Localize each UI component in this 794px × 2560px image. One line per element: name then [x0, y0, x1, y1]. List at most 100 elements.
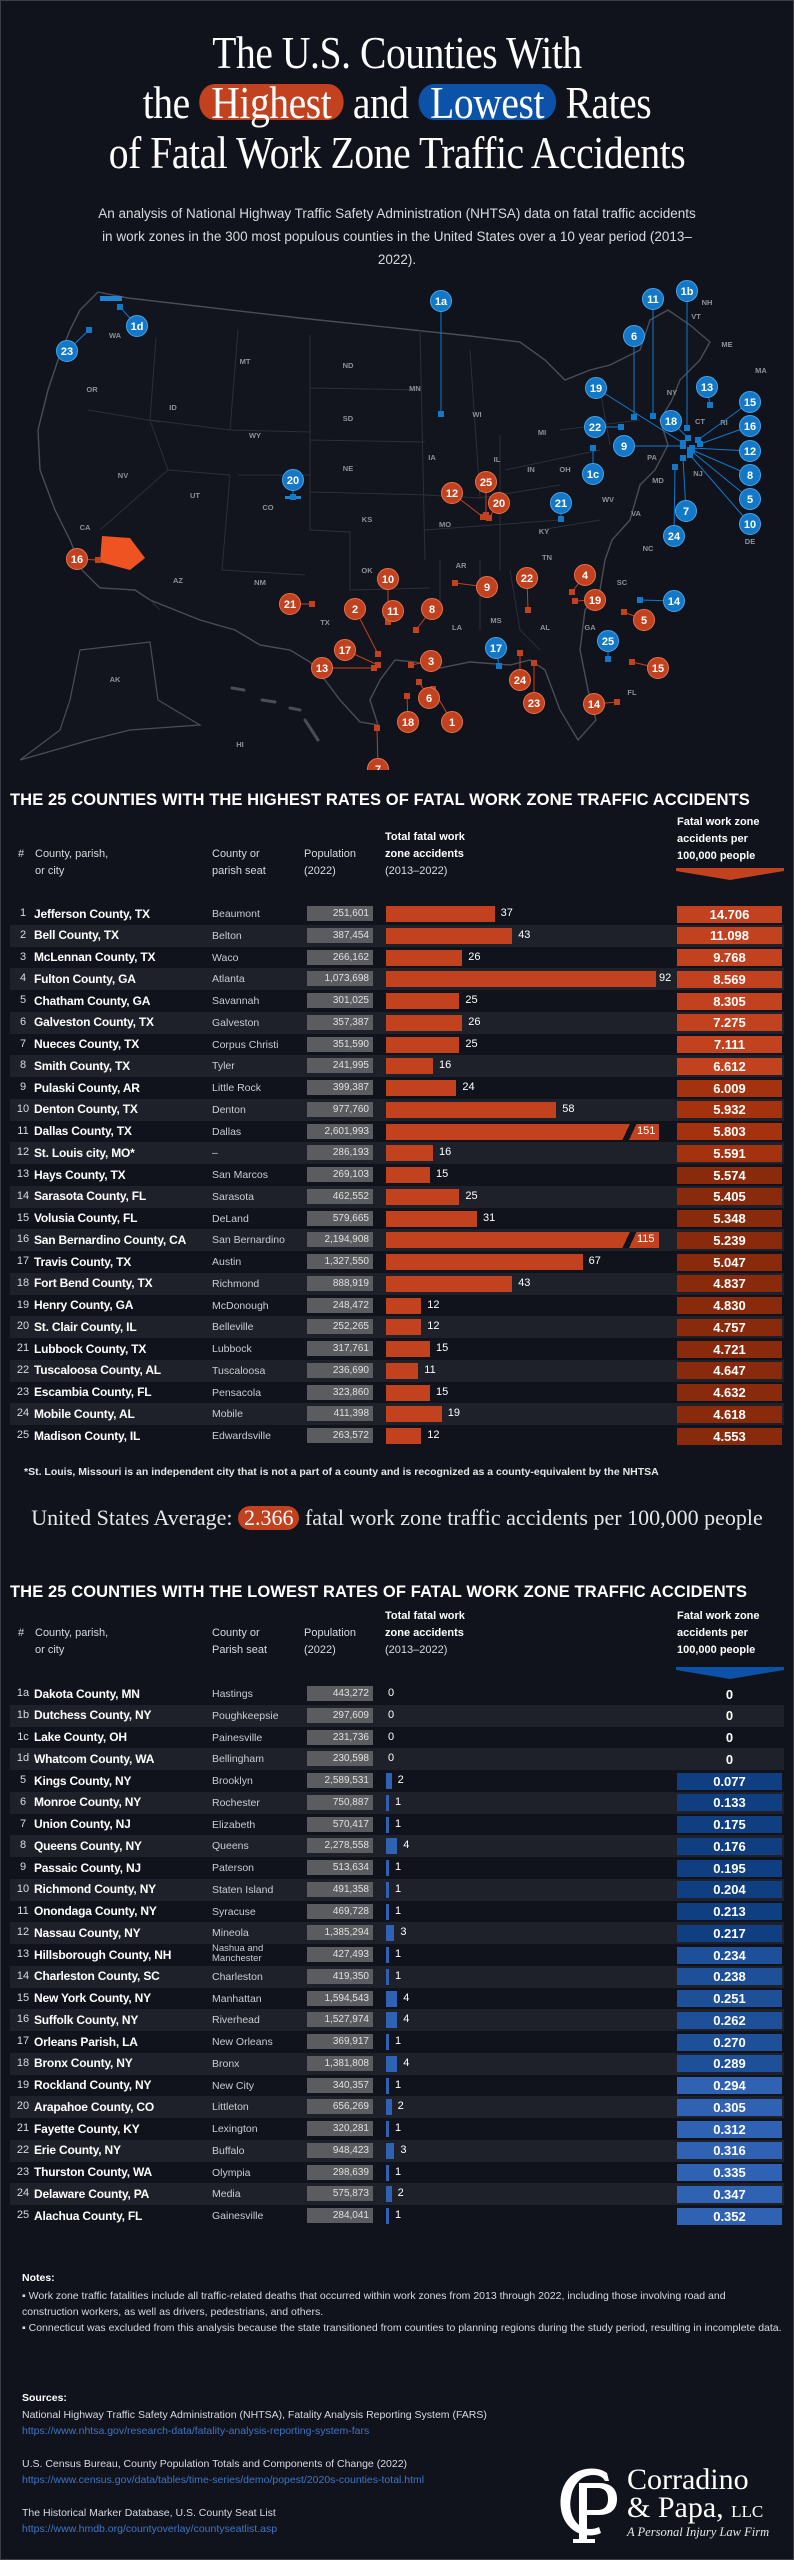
firm-tagline: A Personal Injury Law Firm: [627, 2525, 770, 2539]
firm-name-papa: & Papa,: [627, 2491, 724, 2524]
highest-marker-label: 3: [428, 656, 434, 668]
state-label: ID: [169, 403, 177, 412]
row-rank: 13: [16, 1948, 30, 1960]
row-population: 513,634: [307, 1860, 373, 1875]
note-item: ▪ Work zone traffic fatalities include a…: [22, 2288, 782, 2320]
highest-marker: [523, 692, 545, 714]
table-row: 23 Escambia County, FL Pensacola 323,860 15 4…: [10, 1382, 784, 1404]
table-row: 1d Whatcom County, WA Bellingham 230,598 0 0: [10, 1748, 784, 1770]
row-rate: 5.932: [677, 1101, 782, 1119]
row-seat: Edwardsville: [212, 1430, 271, 1442]
state-label: NV: [118, 471, 128, 480]
row-county: Arapahoe County, CO: [34, 2099, 154, 2114]
row-total-bar: [386, 2121, 389, 2137]
highest-county-shape: [413, 627, 419, 633]
lowest-county-shape: [631, 414, 637, 420]
state-label: CT: [695, 417, 705, 426]
us-average-value: 2.366: [237, 1506, 300, 1530]
row-rank: 4: [19, 972, 27, 985]
row-rate: 5.348: [677, 1210, 782, 1227]
row-population: 286,193: [307, 1145, 373, 1161]
source-link[interactable]: https://www.hmdb.org/countyoverlay/count…: [22, 2523, 278, 2535]
highest-county-shape: [629, 659, 635, 665]
row-seat: Lubbock: [212, 1343, 252, 1355]
lowest-marker: [675, 500, 697, 522]
highest-marker: [344, 598, 366, 620]
row-total-bar: [386, 2055, 398, 2072]
lowest-county-shape: [496, 663, 502, 669]
row-seat: Elizabeth: [212, 1818, 256, 1831]
rate-arrow-down-icon: [676, 868, 784, 880]
row-seat: Nashua and Manchester: [212, 1943, 264, 1964]
firm-logo: Corradino & Papa, LLC A Personal Injury …: [555, 2465, 785, 2545]
lowest-marker-label: 23: [61, 346, 73, 358]
row-county: Rockland County, NY: [34, 2078, 152, 2092]
table-row: 16 San Bernardino County, CA San Bernardin…: [10, 1229, 784, 1251]
row-rate: 0.195: [677, 1859, 782, 1877]
row-population: 263,572: [307, 1428, 373, 1443]
row-county: Passaic County, NJ: [34, 1860, 141, 1875]
table-row: 9 Passaic County, NJ Paterson 513,634 1 0.195: [10, 1857, 784, 1879]
notes-list: ▪ Work zone traffic fatalities include a…: [22, 2288, 782, 2336]
row-population: 399,387: [307, 1080, 373, 1095]
row-rate: 5.591: [677, 1144, 782, 1162]
col-seat-header-line1: County or: [212, 848, 260, 860]
row-population: 236,690: [307, 1362, 373, 1378]
footnote: *St. Louis, Missouri is an independent c…: [24, 1466, 659, 1478]
row-seat: Rochester: [212, 1796, 260, 1809]
row-seat: Buffalo: [212, 2144, 245, 2157]
row-rate: 6.612: [677, 1057, 782, 1075]
row-rate: 0.238: [677, 1968, 782, 1986]
state-border: [309, 439, 426, 443]
row-county: Dallas County, TX: [34, 1124, 132, 1138]
row-rank: 1b: [16, 1708, 30, 1721]
row-seat: Hastings: [212, 1688, 253, 1700]
lowest-marker: [623, 325, 645, 347]
state-border: [221, 569, 306, 576]
row-rate: 0.305: [677, 2098, 782, 2116]
row-rank: 24: [16, 2187, 30, 2200]
row-county: Henry County, GA: [34, 1298, 134, 1312]
col-seat-header: County or parish seat: [212, 846, 266, 880]
row-rate: 9.768: [677, 949, 782, 966]
row-total-bar: [386, 1275, 513, 1292]
state-label: MA: [755, 366, 767, 375]
lowest-marker-label: 19: [590, 383, 602, 395]
row-county: Travis County, TX: [34, 1254, 132, 1269]
row-rank: 17: [16, 1255, 30, 1267]
lowest-marker-label: 1b: [681, 286, 694, 298]
lowest-marker: [663, 525, 685, 547]
row-rank: 20: [16, 2100, 30, 2113]
title-word-and: and: [352, 77, 409, 128]
source-link[interactable]: https://www.census.gov/data/tables/time-…: [22, 2474, 425, 2486]
table-row: 15 Volusia County, FL DeLand 579,665 31 5.348: [10, 1208, 784, 1230]
row-rank: 7: [19, 1817, 27, 1830]
row-population: 266,162: [307, 949, 373, 965]
lowest-leader-line: [689, 449, 751, 500]
row-rate: 0.213: [677, 1903, 782, 1920]
row-total-bar: [386, 1341, 431, 1357]
row-rate: 8.305: [677, 992, 782, 1010]
lowest-marker-label: 1c: [587, 469, 599, 481]
row-total-bar: [386, 906, 495, 922]
row-total-bar: [386, 1428, 422, 1444]
source-link[interactable]: https://www.nhtsa.gov/research-data/fata…: [22, 2425, 370, 2437]
row-seat: Waco: [212, 951, 239, 964]
cp-monogram-logo: [560, 2468, 617, 2543]
row-seat: Poughkeepsie: [212, 1709, 279, 1722]
state-label: IL: [494, 455, 501, 464]
row-seat: Corpus Christi: [212, 1038, 279, 1051]
highest-marker: [475, 471, 497, 493]
row-rate: 0: [725, 1751, 734, 1767]
table-row: 21 Lubbock County, TX Lubbock 317,761 15 4.72…: [10, 1338, 784, 1360]
highest-county-shape: [525, 607, 531, 613]
row-rank: 19: [16, 1298, 30, 1311]
row-total-label: 15: [436, 1342, 449, 1354]
lowest-marker: [739, 488, 761, 510]
row-population: 1,381,808: [307, 2055, 373, 2071]
highest-marker: [382, 600, 404, 622]
us-average-suffix: fatal work zone traffic accidents per 10…: [304, 1505, 763, 1530]
lowest-marker-label: 11: [647, 294, 659, 306]
row-total-bar: [386, 1925, 395, 1942]
row-rank: 2: [19, 928, 27, 941]
